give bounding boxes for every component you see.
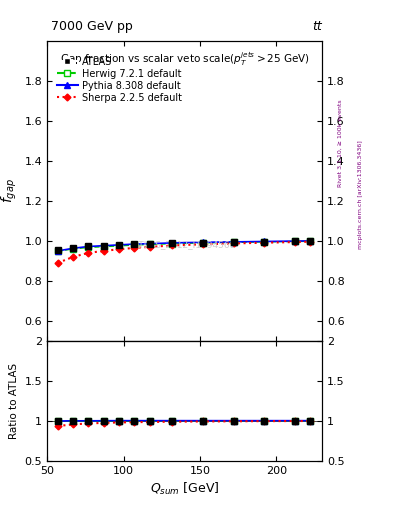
Text: ATLAS_2012_I1094568: ATLAS_2012_I1094568 — [134, 240, 236, 249]
Y-axis label: $f_{gap}$: $f_{gap}$ — [0, 179, 19, 203]
Legend: ATLAS, Herwig 7.2.1 default, Pythia 8.308 default, Sherpa 2.2.5 default: ATLAS, Herwig 7.2.1 default, Pythia 8.30… — [55, 55, 184, 104]
Text: 7000 GeV pp: 7000 GeV pp — [51, 20, 133, 33]
Text: Gap fraction vs scalar veto scale($p_T^{jets}$$>$25 GeV): Gap fraction vs scalar veto scale($p_T^{… — [60, 50, 310, 68]
Text: tt: tt — [312, 20, 322, 33]
Text: Rivet 3.1.10, ≥ 100k events: Rivet 3.1.10, ≥ 100k events — [338, 99, 343, 187]
X-axis label: $Q_{sum}$ [GeV]: $Q_{sum}$ [GeV] — [150, 481, 219, 497]
Text: mcplots.cern.ch [arXiv:1306.3436]: mcplots.cern.ch [arXiv:1306.3436] — [358, 140, 363, 249]
Y-axis label: Ratio to ATLAS: Ratio to ATLAS — [9, 363, 19, 439]
